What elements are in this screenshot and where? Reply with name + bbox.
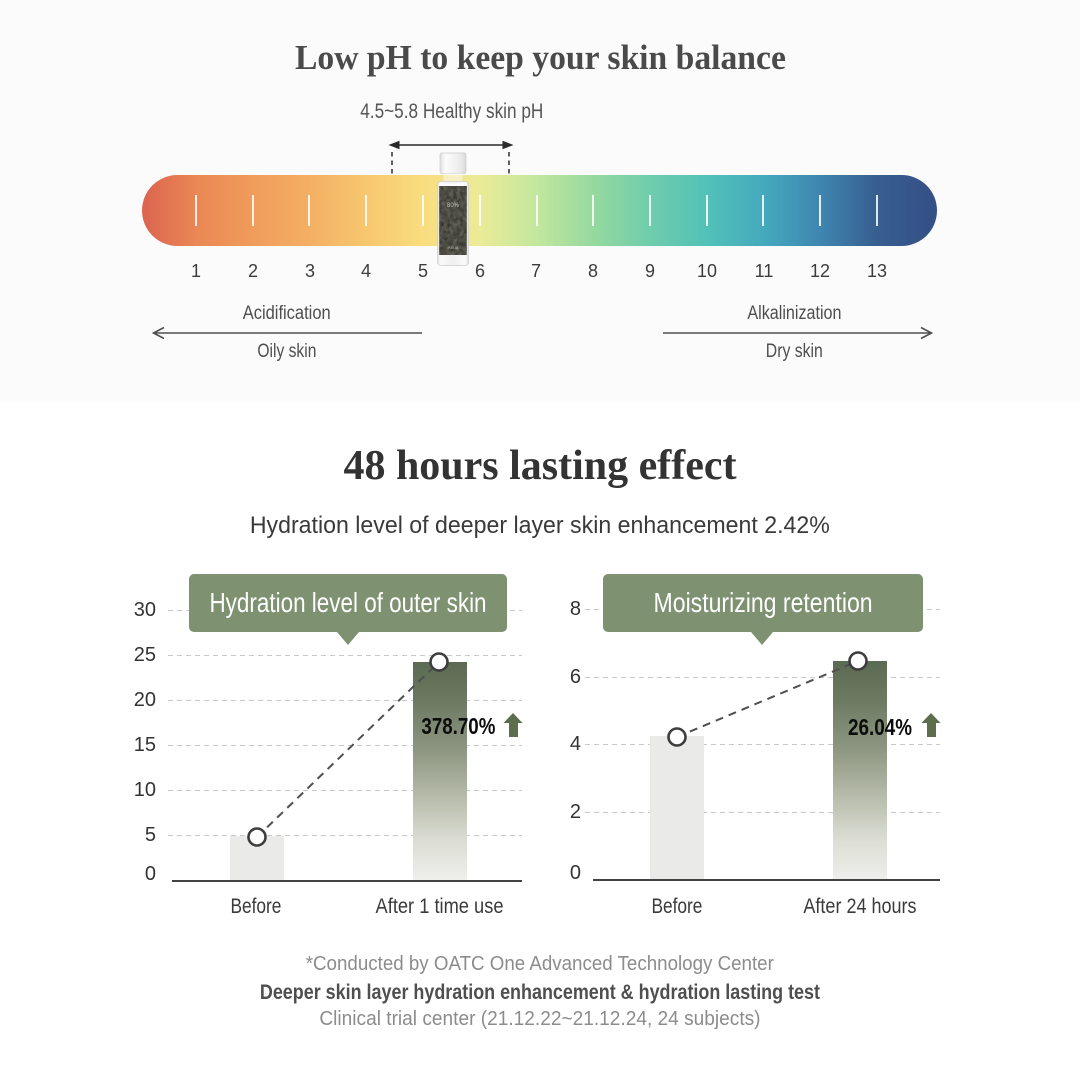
svg-text:80%: 80% (447, 203, 460, 209)
svg-text:Anua: Anua (448, 245, 459, 250)
